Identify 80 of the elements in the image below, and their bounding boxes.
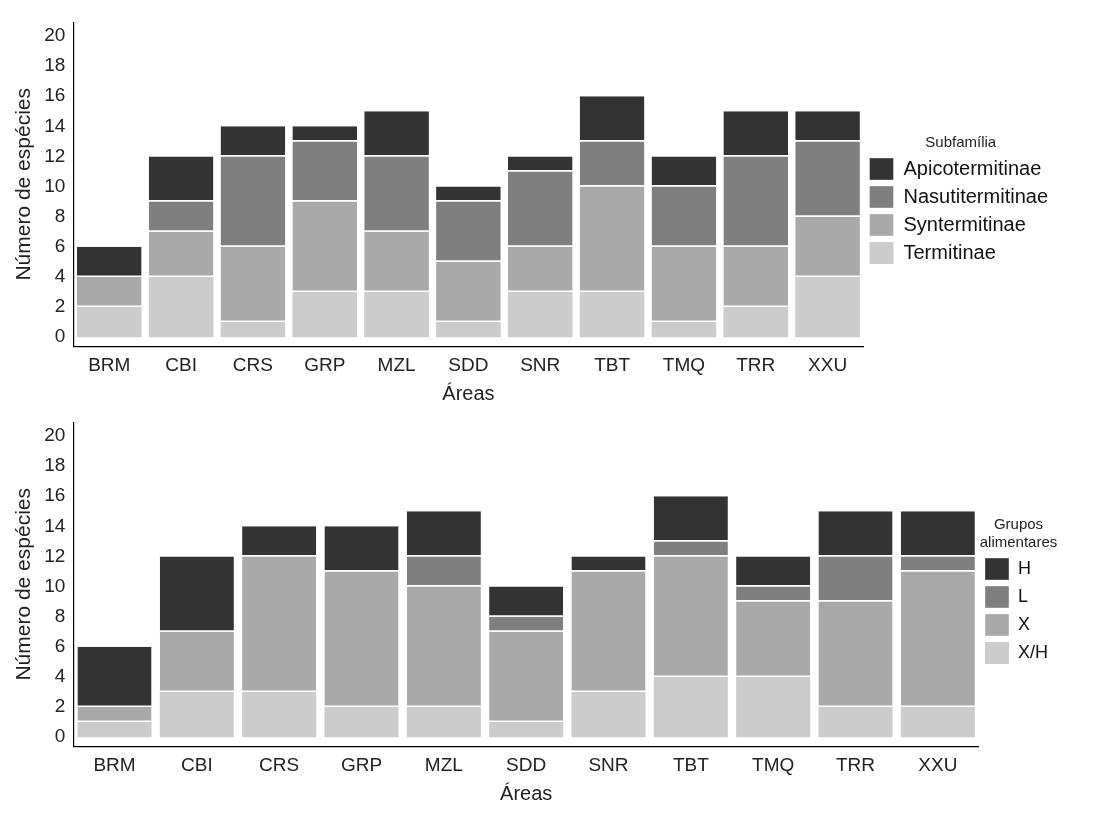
y-tick-label: 14 <box>44 114 66 136</box>
x-tick-label: SDD <box>506 753 547 775</box>
x-tick-label: TBT <box>672 753 710 775</box>
y-tick-label: 12 <box>44 144 66 166</box>
bar <box>76 307 142 338</box>
bar <box>324 707 399 738</box>
bar <box>571 691 646 738</box>
bar <box>436 322 501 338</box>
y-tick-label: 4 <box>54 665 66 687</box>
y-tick-label: 2 <box>54 695 66 717</box>
x-tick-label: BRM <box>93 753 136 775</box>
legend-label: L <box>1017 585 1029 606</box>
bar <box>292 291 358 338</box>
y-tick-label: 16 <box>44 84 66 106</box>
bar <box>818 707 893 738</box>
y-tick-label: 20 <box>44 424 66 446</box>
y-tick-label: 6 <box>54 635 66 657</box>
x-tick-label: GRP <box>304 353 346 375</box>
y-axis-title: Número de espécies <box>11 488 35 681</box>
y-tick-label: 14 <box>44 514 66 536</box>
y-tick-label: 18 <box>44 54 66 76</box>
y-tick-label: 12 <box>44 544 66 566</box>
y-tick-label: 16 <box>44 484 66 506</box>
legend-label: X <box>1017 613 1031 634</box>
y-axis-title: Número de espécies <box>11 88 35 281</box>
bar <box>489 722 564 738</box>
legend-label: X/H <box>1017 641 1049 662</box>
bar <box>736 676 811 738</box>
y-tick-label: 10 <box>44 574 66 596</box>
bar <box>579 291 645 338</box>
y-tick-label: 6 <box>54 235 66 257</box>
legend-title: Grupos alimentares <box>979 514 1058 550</box>
legend-label: H <box>1017 557 1031 578</box>
bar <box>77 722 152 738</box>
x-tick-label: XXU <box>918 753 958 775</box>
x-tick-label: TMQ <box>752 753 795 775</box>
x-tick-label: CRS <box>259 753 300 775</box>
x-tick-label: MZL <box>424 753 463 775</box>
bar <box>507 291 573 338</box>
bar <box>723 307 789 338</box>
x-tick-label: SNR <box>588 753 629 775</box>
bar <box>795 276 860 338</box>
x-axis-title: Áreas <box>442 381 495 404</box>
y-tick-label: 2 <box>54 295 66 317</box>
bar <box>148 276 214 338</box>
bar <box>900 707 975 738</box>
y-tick-label: 10 <box>44 174 66 196</box>
x-tick-label: TMQ <box>662 353 706 375</box>
legend-label: Termitinae <box>903 240 996 263</box>
x-tick-label: TRR <box>835 753 876 775</box>
bar <box>651 322 717 338</box>
x-tick-label: BRM <box>88 353 131 375</box>
y-tick-label: 0 <box>54 725 66 747</box>
y-tick-label: 8 <box>54 604 66 626</box>
x-axis-title: Áreas <box>500 781 553 804</box>
x-tick-label: TBT <box>594 353 631 375</box>
bar <box>653 676 728 738</box>
bar <box>159 691 234 738</box>
x-tick-label: TRR <box>736 353 776 375</box>
x-tick-label: CRS <box>232 353 273 375</box>
bar <box>406 707 481 738</box>
bar <box>220 322 286 338</box>
legend-label: Syntermitinae <box>903 212 1026 235</box>
x-tick-label: SNR <box>520 353 561 375</box>
legend-title: Subfamília <box>925 132 997 150</box>
y-tick-label: 4 <box>54 265 66 287</box>
x-tick-label: GRP <box>340 753 383 775</box>
x-tick-label: CBI <box>165 353 197 375</box>
legend-label: Nasutitermitinae <box>903 184 1049 207</box>
x-tick-label: SDD <box>448 353 489 375</box>
bar <box>364 291 429 338</box>
legend-label: Apicotermitinae <box>903 156 1042 179</box>
y-tick-label: 0 <box>54 325 66 347</box>
x-tick-label: CBI <box>180 753 213 775</box>
y-tick-label: 18 <box>44 454 66 476</box>
x-tick-label: XXU <box>808 353 848 375</box>
y-tick-label: 20 <box>44 24 66 46</box>
bar <box>242 691 317 738</box>
y-tick-label: 8 <box>54 204 66 226</box>
x-tick-label: MZL <box>377 353 416 375</box>
